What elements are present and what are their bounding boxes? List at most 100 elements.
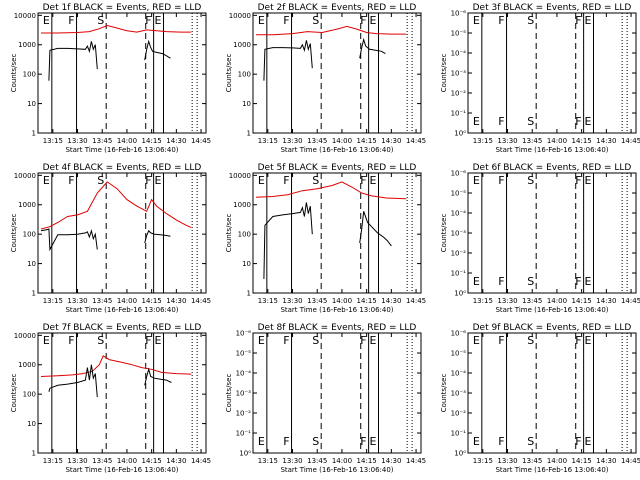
marker-label: E (370, 14, 377, 27)
marker-label: F (575, 174, 581, 187)
marker-label: F (145, 14, 151, 27)
x-axis-label: Start Time (16-Feb-16 13:06:40) (65, 306, 178, 314)
marker-label: S (97, 334, 104, 347)
series-line (263, 202, 313, 280)
panel: Det 5f BLACK = Events, RED = LLD 1 10 100 10… (225, 163, 426, 314)
marker-label: E (585, 275, 592, 288)
panel-title: Det 7f BLACK = Events, RED = LLD (43, 323, 202, 333)
series-line (144, 367, 172, 386)
marker-label: S (527, 115, 534, 128)
marker-label: S (527, 275, 534, 288)
x-tick-label: 13:45 (522, 297, 542, 305)
x-tick-label: 13:45 (307, 137, 327, 145)
marker-label: F (145, 334, 151, 347)
marker-label: F (68, 334, 74, 347)
y-tick-label: 10 (242, 100, 251, 108)
x-tick-label: 13:30 (497, 297, 517, 305)
plot-frame (252, 332, 422, 454)
x-tick-label: 14:00 (117, 137, 137, 145)
marker-label: S (312, 435, 319, 448)
y-tick-label: 10⁻⁵ (451, 190, 467, 198)
panel-title: Det 3f BLACK = Events, RED = LLD (473, 3, 632, 13)
marker-label: S (312, 14, 319, 27)
marker-label: E (585, 334, 592, 347)
x-tick-label: 13:15 (43, 297, 63, 305)
y-tick-label: 10⁻⁵ (451, 30, 467, 38)
marker-label: F (498, 435, 504, 448)
x-tick-label: 14:15 (357, 297, 377, 305)
y-axis-label: Counts/sec (10, 374, 18, 413)
marker-label: E (155, 14, 162, 27)
y-tick-label: 10 (27, 100, 36, 108)
x-tick-label: 13:45 (307, 297, 327, 305)
marker-label: E (155, 174, 162, 187)
x-tick-label: 13:45 (92, 297, 112, 305)
y-axis-label: Counts/sec (10, 54, 18, 93)
marker-label: E (370, 435, 377, 448)
y-tick-label: 10⁻⁵ (451, 350, 467, 358)
panel-title: Det 5f BLACK = Events, RED = LLD (258, 163, 417, 173)
marker-label: E (585, 14, 592, 27)
y-tick-label: 10000 (14, 172, 36, 180)
x-tick-label: 14:30 (166, 297, 186, 305)
y-tick-label: 10⁰ (239, 450, 251, 458)
x-tick-label: 14:00 (332, 137, 352, 145)
marker-label: S (527, 435, 534, 448)
y-tick-label: 10⁻² (451, 410, 467, 418)
x-axis-label: Start Time (16-Feb-16 13:06:40) (495, 306, 608, 314)
marker-label: E (473, 275, 480, 288)
y-axis-label: Counts/sec (440, 214, 448, 253)
y-tick-label: 10⁻¹ (451, 430, 467, 438)
y-tick-label: 10⁻⁴ (451, 50, 467, 58)
x-tick-label: 14:45 (621, 297, 640, 305)
y-axis-label: Counts/sec (440, 54, 448, 93)
x-tick-label: 14:45 (406, 297, 426, 305)
y-tick-label: 1000 (18, 201, 36, 209)
y-tick-label: 10⁻³ (451, 230, 467, 238)
x-tick-label: 14:15 (142, 297, 162, 305)
series-line (40, 228, 98, 252)
panel-title: Det 2f BLACK = Events, RED = LLD (258, 3, 417, 13)
panel-title: Det 4f BLACK = Events, RED = LLD (43, 163, 202, 173)
marker-label: S (97, 14, 104, 27)
marker-label: E (473, 174, 480, 187)
x-tick-label: 14:30 (381, 457, 401, 465)
y-tick-label: 10 (242, 260, 251, 268)
x-tick-label: 13:30 (67, 297, 87, 305)
plot-frame (467, 172, 637, 294)
marker-label: E (585, 174, 592, 187)
y-tick-label: 10⁻² (236, 410, 252, 418)
series-line (40, 355, 192, 377)
x-tick-label: 13:15 (473, 137, 493, 145)
x-tick-label: 13:45 (522, 137, 542, 145)
x-tick-label: 14:45 (621, 137, 640, 145)
marker-label: F (498, 174, 504, 187)
x-tick-label: 13:30 (497, 137, 517, 145)
series-line (256, 25, 407, 36)
x-tick-label: 13:30 (282, 297, 302, 305)
x-tick-label: 13:30 (67, 137, 87, 145)
marker-label: F (575, 14, 581, 27)
marker-label: F (575, 334, 581, 347)
plot-frame (252, 172, 422, 294)
x-tick-label: 14:15 (142, 457, 162, 465)
marker-label: S (527, 334, 534, 347)
y-axis-label: Counts/sec (225, 54, 233, 93)
panel: Det 6f BLACK = Events, RED = LLD 10⁰ 10⁻¹ 1… (440, 163, 640, 314)
x-tick-label: 14:30 (166, 137, 186, 145)
y-tick-label: 10⁰ (454, 450, 466, 458)
marker-label: F (360, 334, 366, 347)
y-tick-label: 10⁻⁵ (236, 350, 252, 358)
y-tick-label: 10⁻³ (236, 390, 252, 398)
marker-label: F (575, 115, 581, 128)
y-tick-label: 10000 (14, 332, 36, 340)
x-tick-label: 14:45 (191, 137, 211, 145)
series-line (263, 40, 313, 81)
marker-label: E (473, 435, 480, 448)
series-line (359, 211, 392, 247)
marker-label: E (473, 115, 480, 128)
y-tick-label: 10000 (229, 12, 251, 20)
x-tick-label: 14:45 (406, 457, 426, 465)
series-line (359, 37, 386, 59)
y-tick-label: 1000 (233, 41, 251, 49)
